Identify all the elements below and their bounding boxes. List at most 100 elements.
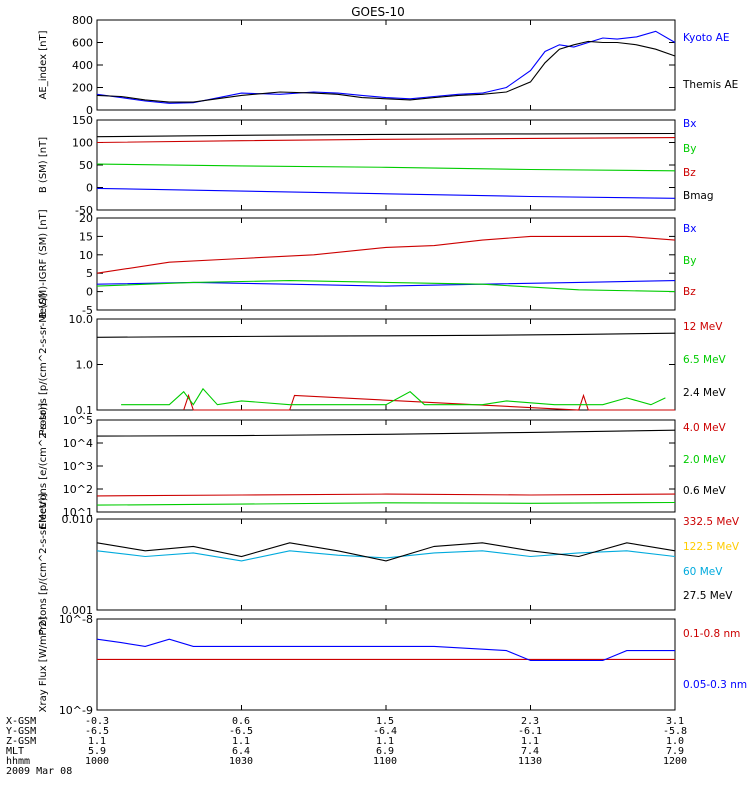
panel-4: 0.1 1.0 10.0 Protons [p/(cm^2-s-sr-MeV)] 12 … [38,293,727,435]
y-tick-label: 0.001 [62,604,94,617]
y-tick-label: 150 [72,114,93,127]
plot-title: GOES-10 [351,5,405,19]
footer-value: 1.1 [232,736,250,747]
y-tick-label: -5 [82,304,93,317]
y-tick-label: 50 [79,159,93,172]
legend-label: Kyoto AE [683,32,729,44]
panel-frame [96,318,676,411]
legend-label: 4.0 MeV [683,422,727,434]
footer-row-label: Z-GSM [6,736,36,747]
series-line-bmag [96,132,676,138]
legend-label: Bz [683,167,696,179]
y-tick-label: 20 [79,212,93,225]
legend-label: 0.05-0.3 nm [683,679,747,691]
y-tick-label: 10.0 [69,313,94,326]
legend-label: 0.1-0.8 nm [683,628,740,640]
y-tick-label: 0.010 [62,513,94,526]
series-line-27-5-mev [96,542,676,562]
y-axis-label: B (SM)-IGRF (SM) [nT] [38,209,49,318]
footer-value: 1000 [85,756,109,767]
series-line-2-0-mev [96,501,676,506]
y-axis-label: Electrons [e/(cm^2-s-sr)] [38,403,49,529]
footer-row-label: Y-GSM [6,726,36,737]
panel-1: 0 200 400 600 800 AE_index [nT] Kyoto AE Themis… [38,14,738,117]
y-tick-label: 10^5 [63,414,93,427]
footer-value: -6.1 [518,726,542,737]
footer-value: -5.8 [663,726,687,737]
footer-value: 1.0 [666,736,684,747]
legend-label: 27.5 MeV [683,590,733,602]
footer-value: 1.1 [376,736,394,747]
y-tick-label: 10^1 [63,506,93,519]
series-line-60-mev [96,550,676,562]
legend-label: 0.6 MeV [683,485,727,497]
y-tick-label: 600 [72,37,93,50]
y-tick-label: -50 [75,204,93,217]
footer-value: -0.3 [85,716,109,727]
footer-value: 1.1 [521,736,539,747]
y-tick-label: 800 [72,14,93,27]
legend-label: Themis AE [682,79,738,91]
footer-date: 2009 Mar 08 [6,766,72,777]
y-tick-label: 10 [79,249,93,262]
legend-label: 60 MeV [683,566,723,578]
panel-frame [96,618,676,711]
y-tick-label: 10^-9 [59,704,93,717]
y-tick-label: 10^2 [63,483,93,496]
y-tick-label: 10^3 [63,460,93,473]
y-axis-label: Protons [p/(cm^2-s-sr-MeV)] [38,493,49,635]
y-tick-label: 0.1 [76,404,94,417]
footer-value: 3.1 [666,716,684,727]
y-tick-label: 100 [72,137,93,150]
series-line-bx [96,187,676,199]
legend-label: 6.5 MeV [683,354,727,366]
legend-label: 2.0 MeV [683,454,727,466]
footer-value: 1030 [229,756,253,767]
series-line-12-mev [183,393,675,411]
y-axis-label: B (SM) [nT] [38,137,49,193]
footer-value: 2.3 [521,716,539,727]
footer-value: 1100 [373,756,397,767]
legend-label: By [683,143,696,155]
y-tick-label: 400 [72,59,93,72]
footer-value: 1200 [663,756,687,767]
legend-label: 122.5 MeV [683,541,740,553]
y-axis-label: Protons [p/(cm^2-s-sr-MeV)] [38,293,49,435]
panel-frame [96,217,676,311]
y-axis-label: Xray Flux [W/m^2] [38,617,49,713]
footer-value: 1.1 [88,736,106,747]
series-line-bx [96,280,676,287]
footer-value: 0.6 [232,716,250,727]
series-line-by [96,163,676,172]
y-tick-label: 0 [86,182,93,195]
y-tick-label: 0 [86,286,93,299]
panel-6: 0.001 0.010 Protons [p/(cm^2-s-sr-MeV)] 332… [38,493,740,635]
legend-label: Bx [683,223,696,235]
series-line-2-4-mev [96,332,676,338]
y-tick-label: 1.0 [76,359,94,372]
y-tick-label: 5 [86,267,93,280]
footer-row-label: X-GSM [6,716,36,727]
y-axis-label: AE_index [nT] [38,30,49,99]
series-line-0-05-0-3-nm [96,638,675,662]
footer-value: 6.9 [376,746,394,757]
footer-value: 1.5 [376,716,394,727]
panel-3: -5 0 5 10 15 20 B (SM)-IGRF (SM) [nT] Bx By Bz [38,209,696,318]
legend-label: 2.4 MeV [683,387,727,399]
y-tick-label: 15 [79,230,93,243]
footer-value: 7.9 [666,746,684,757]
series-line-by [96,280,676,293]
legend-label: 12 MeV [683,321,723,333]
panel-frame [96,518,676,611]
footer-value: -6.5 [229,726,253,737]
panel-7: 10^-9 10^-8 Xray Flux [W/m^2] 0.1-0.8 nm 0.0… [38,613,747,717]
legend-label: Bmag [683,190,714,202]
footer-value: 7.4 [521,746,539,757]
legend-label: 332.5 MeV [683,516,740,528]
footer-row-label: MLT [6,746,24,757]
footer-value: -6.4 [373,726,397,737]
panel-frame [96,19,676,111]
